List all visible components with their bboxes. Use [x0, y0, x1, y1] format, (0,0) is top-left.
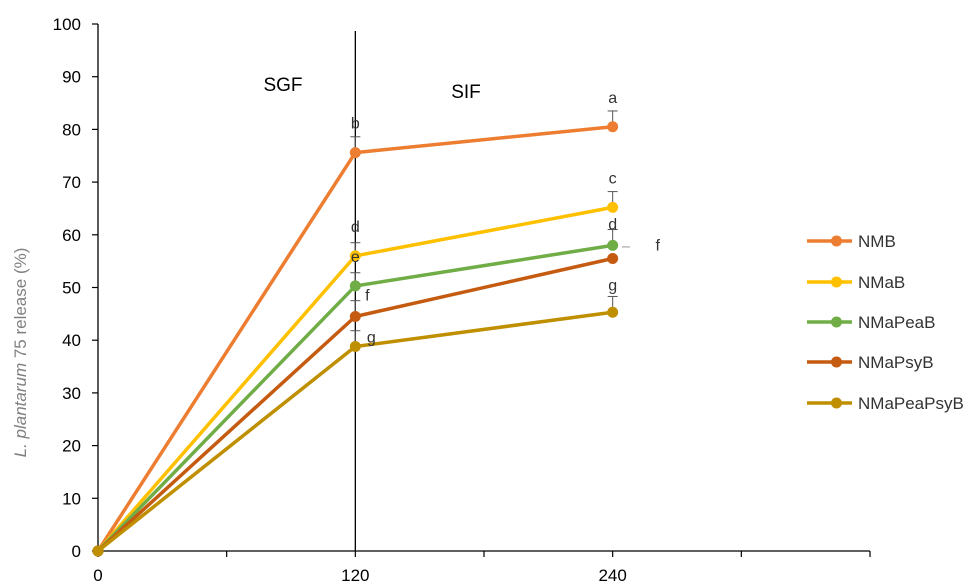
- y-axis-label: L. plantarum 75 release (%): [11, 248, 30, 458]
- y-tick-label: 10: [62, 489, 81, 508]
- legend-swatch-marker: [831, 397, 842, 409]
- y-tick-label: 60: [62, 226, 81, 245]
- phase-label-sif: SIF: [451, 82, 481, 103]
- significance-letter: a: [608, 90, 617, 107]
- x-axis-ticks: 0 120 240: [93, 551, 871, 585]
- series-nmapsyb: ff: [92, 238, 660, 557]
- data-point: [349, 250, 361, 262]
- x-tick-label: 120: [341, 566, 369, 585]
- significance-letter: g: [608, 277, 617, 294]
- x-tick-label: 0: [93, 566, 102, 585]
- data-point: [349, 280, 361, 292]
- significance-letter: c: [609, 170, 617, 187]
- significance-letter: b: [351, 116, 360, 133]
- legend-label: NMaB: [858, 273, 905, 292]
- legend-label: NMB: [858, 232, 896, 251]
- significance-letter: f: [655, 238, 660, 255]
- y-tick-label: 30: [62, 384, 81, 403]
- series-nmapeapsyb: gg: [92, 277, 619, 557]
- phase-label-sgf: SGF: [263, 75, 302, 96]
- data-point: [349, 147, 361, 159]
- y-tick-label: 0: [72, 542, 81, 561]
- legend-item-nmab: NMaB: [807, 273, 905, 292]
- significance-letter: g: [367, 330, 376, 347]
- y-axis-ticks: 0 10 20 30 40 50 60 70 80 90 100: [53, 15, 98, 561]
- y-tick-label: 20: [62, 437, 81, 456]
- data-point: [607, 121, 619, 133]
- data-point: [349, 341, 361, 353]
- legend-label: NMaPeaPsyB: [858, 394, 964, 413]
- x-tick-label: 240: [598, 566, 626, 585]
- y-tick-label: 50: [62, 279, 81, 298]
- significance-letter: f: [365, 287, 370, 304]
- legend-item-nmapeab: NMaPeaB: [807, 313, 935, 332]
- y-tick-label: 70: [62, 173, 81, 192]
- significance-letter: e: [351, 249, 360, 266]
- legend-item-nmb: NMB: [807, 232, 896, 251]
- data-point: [607, 239, 619, 251]
- y-tick-label: 100: [53, 15, 81, 34]
- legend-swatch-marker: [831, 276, 842, 288]
- significance-letter: d: [608, 216, 617, 233]
- significance-letter: d: [351, 219, 360, 236]
- y-tick-label: 80: [62, 120, 81, 139]
- legend-label: NMaPeaB: [858, 313, 935, 332]
- data-point: [92, 545, 104, 557]
- phase-labels: SGF SIF: [263, 75, 480, 103]
- data-point: [349, 310, 361, 322]
- y-tick-label: 40: [62, 331, 81, 350]
- legend-item-nmapeapsyb: NMaPeaPsyB: [807, 394, 964, 413]
- y-tick-label: 90: [62, 68, 81, 87]
- legend-swatch-marker: [831, 356, 842, 368]
- legend: NMB NMaB NMaPeaB NMaPsyB NMaPeaPsyB: [807, 232, 964, 413]
- data-point: [607, 201, 619, 213]
- data-point: [607, 306, 619, 318]
- legend-swatch-marker: [831, 235, 842, 247]
- legend-swatch-marker: [831, 316, 842, 328]
- legend-item-nmapsyb: NMaPsyB: [807, 353, 934, 372]
- legend-label: NMaPsyB: [858, 353, 934, 372]
- data-point: [607, 253, 619, 265]
